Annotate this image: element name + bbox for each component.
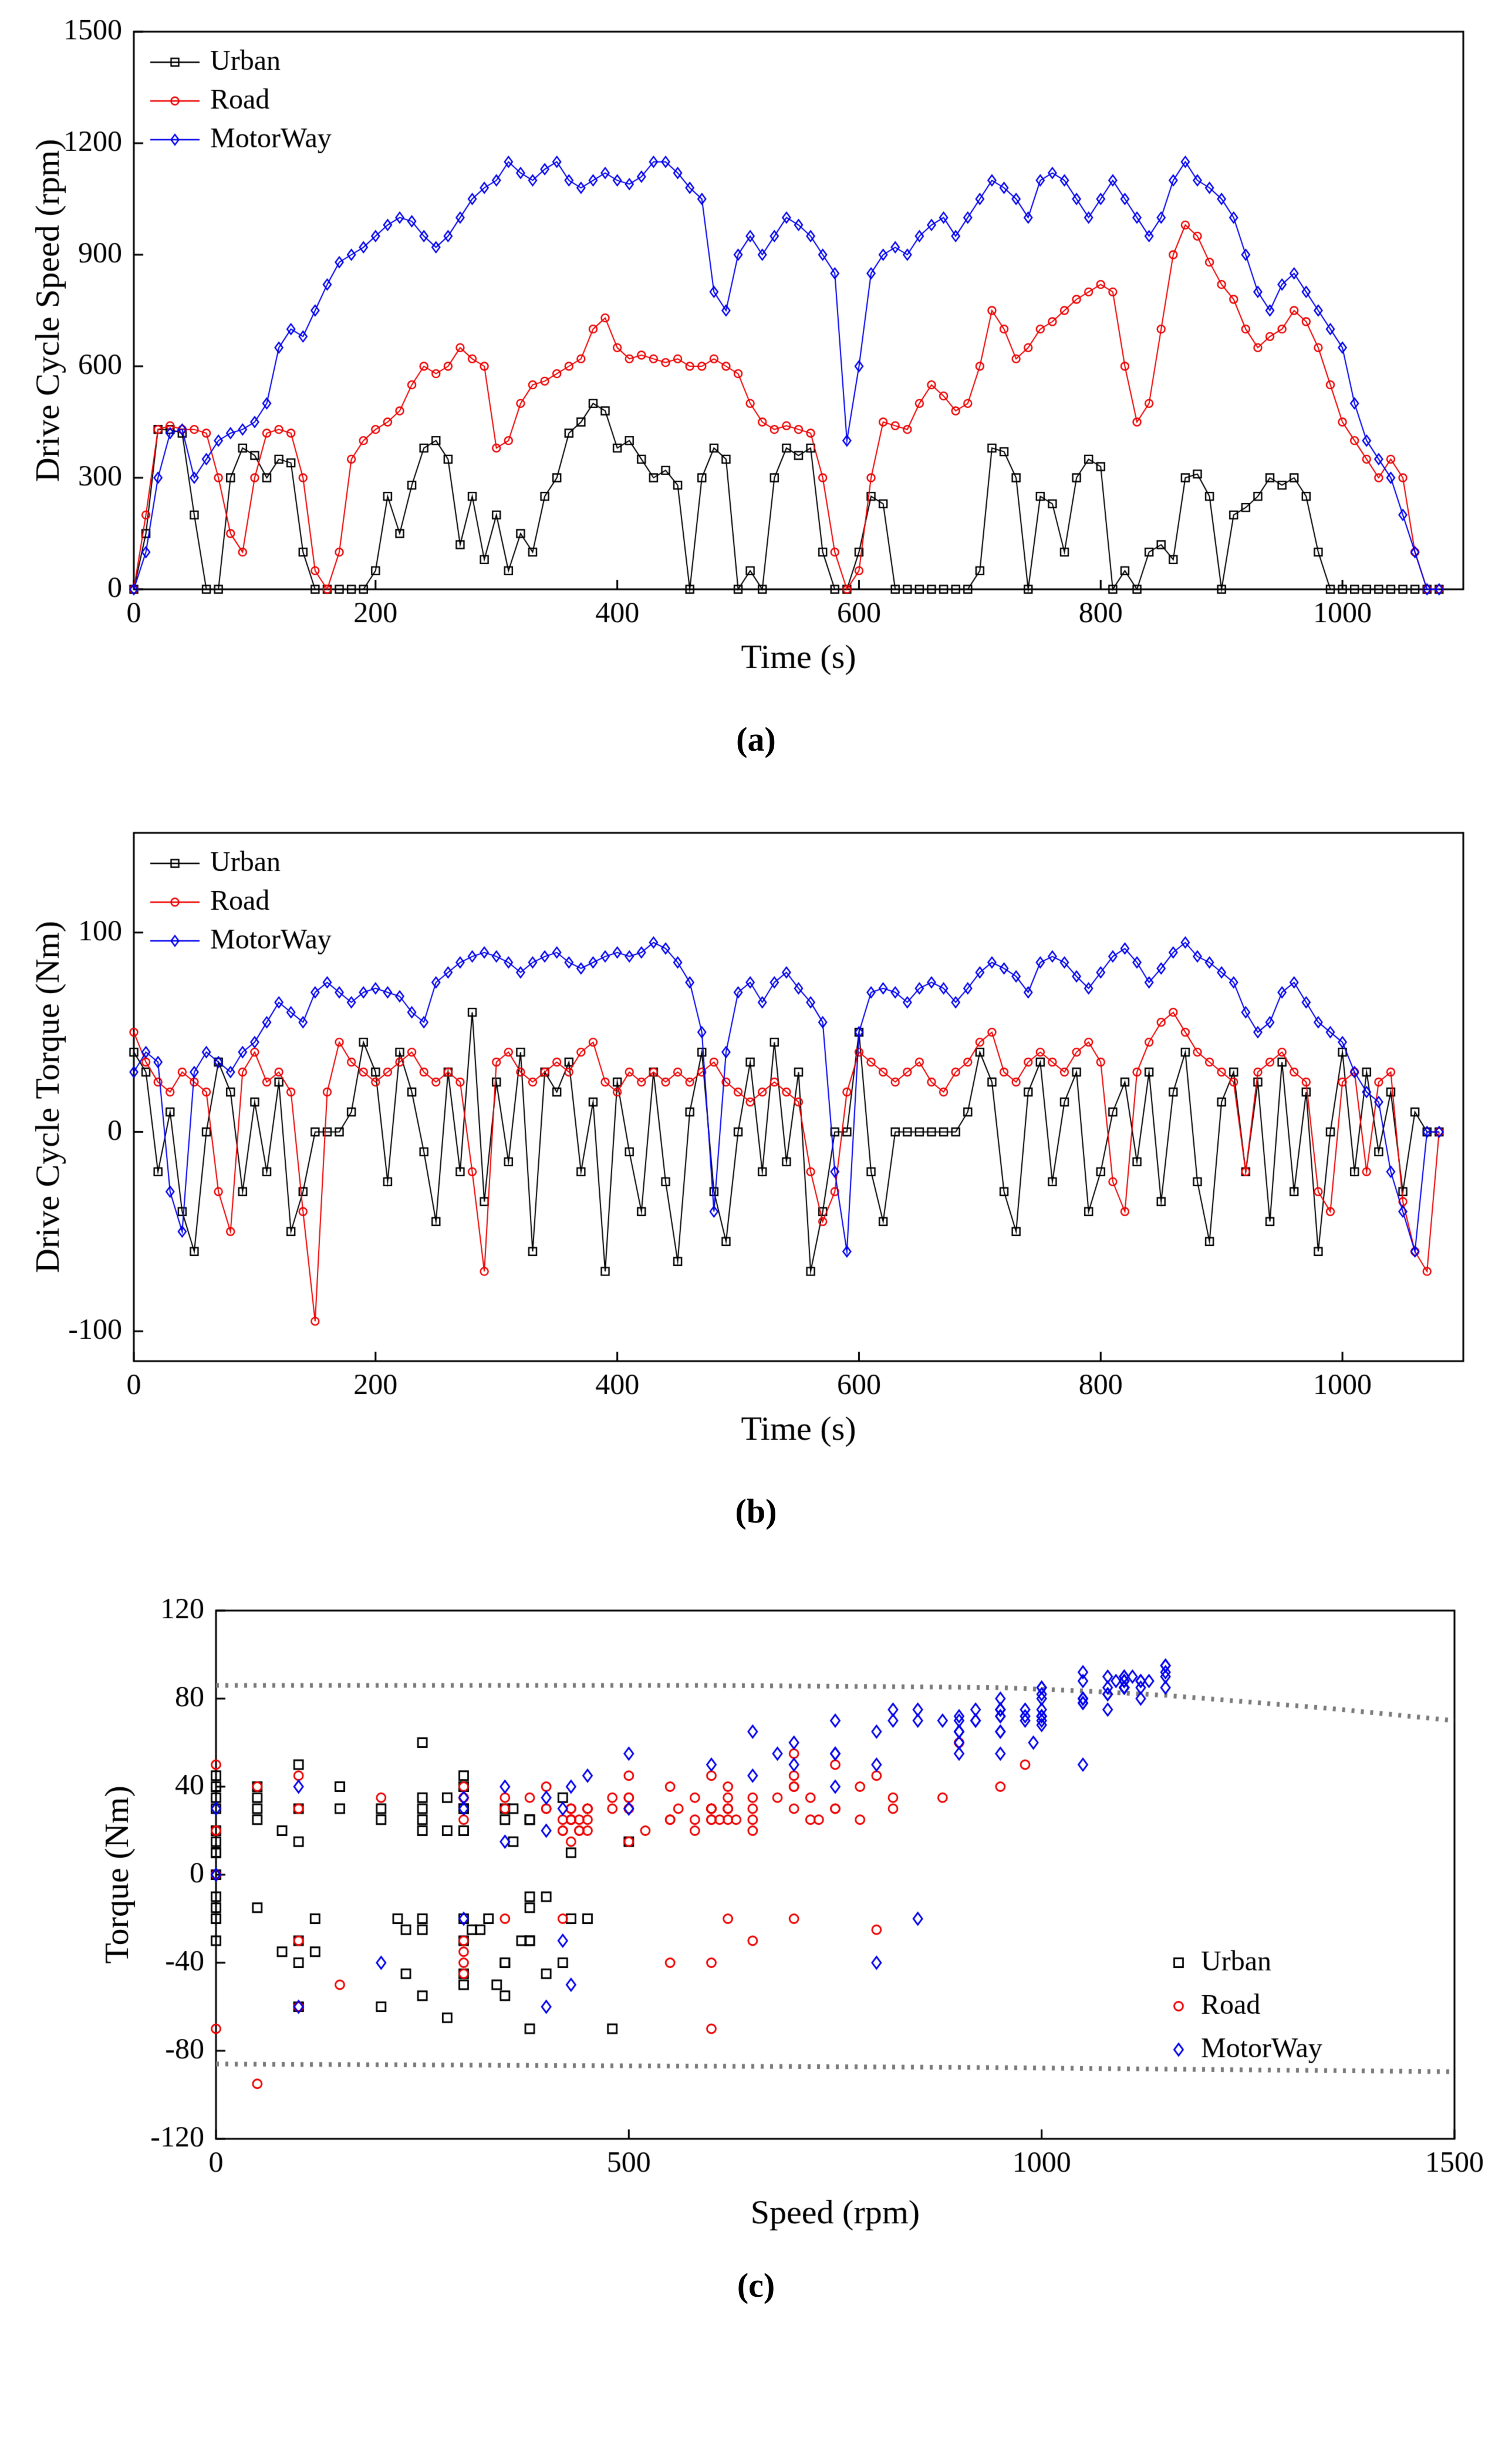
caption-a: (a) (736, 720, 776, 758)
panel-a: (a) (22, 14, 1512, 759)
figure: (a) (b) (c) (22, 14, 1512, 2305)
torque-speed-scatter-chart (22, 1587, 1490, 2244)
panel-c: (c) (22, 1587, 1512, 2305)
caption-c: (c) (737, 2266, 775, 2304)
panel-b: (b) (22, 815, 1512, 1531)
drive-cycle-torque-chart (22, 815, 1490, 1461)
drive-cycle-speed-chart (22, 14, 1490, 689)
caption-b: (b) (735, 1492, 777, 1530)
